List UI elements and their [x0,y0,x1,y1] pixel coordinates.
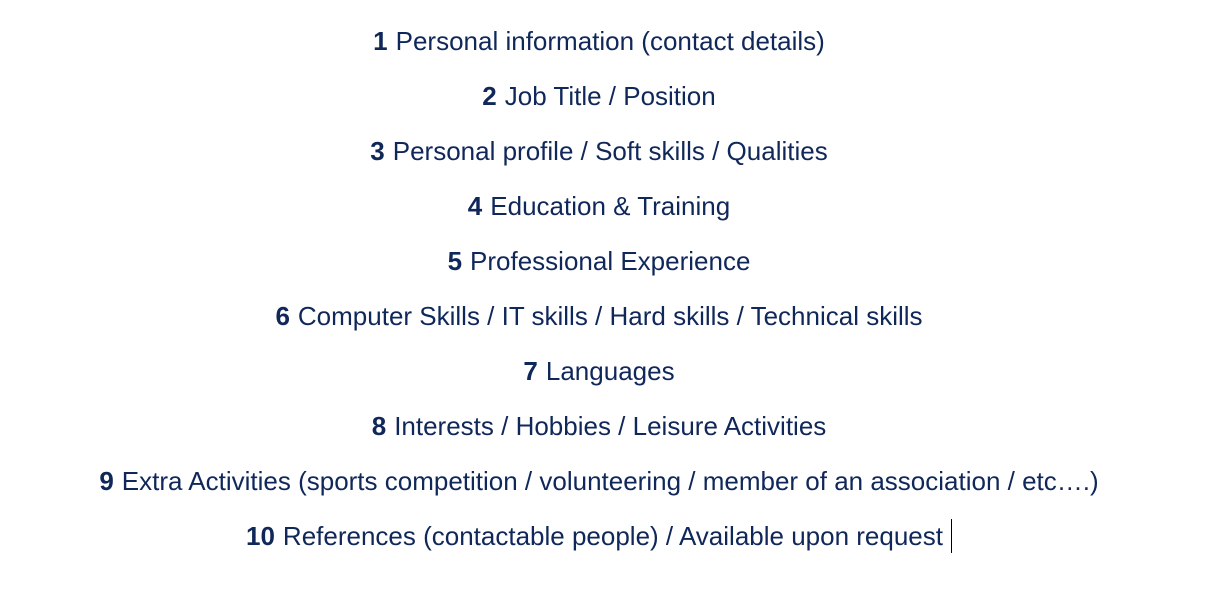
list-item[interactable]: 7 Languages [0,352,1198,407]
section-number: 5 [447,246,463,276]
list-item[interactable]: 2 Job Title / Position [0,77,1198,132]
list-item[interactable]: 9 Extra Activities (sports competition / … [0,462,1198,517]
section-text: Education & Training [490,191,731,221]
section-number: 1 [373,26,388,56]
text-cursor [951,519,952,553]
list-item[interactable]: 1 Personal information (contact details) [0,22,1198,77]
list-item[interactable]: 10 References (contactable people) / Avai… [0,517,1198,572]
section-text: References (contactable people) / Availa… [282,521,943,551]
section-text: Interests / Hobbies / Leisure Activities [394,411,827,441]
section-number: 9 [99,466,114,496]
list-item[interactable]: 6 Computer Skills / IT skills / Hard skil… [0,297,1198,352]
section-number: 6 [275,301,290,331]
section-number: 8 [371,411,387,441]
section-text: Computer Skills / IT skills / Hard skill… [297,301,923,331]
section-text: Personal profile / Soft skills / Qualiti… [392,136,828,166]
list-item[interactable]: 4 Education & Training [0,187,1198,242]
section-text: Professional Experience [470,246,751,276]
section-number: 10 [246,521,275,551]
section-number: 2 [482,81,497,111]
section-number: 7 [523,356,538,386]
section-text: Personal information (contact details) [395,26,825,56]
list-item[interactable]: 5 Professional Experience [0,242,1198,297]
section-number: 3 [370,136,385,166]
section-number: 4 [467,191,483,221]
section-text: Languages [545,356,675,386]
list-item[interactable]: 3 Personal profile / Soft skills / Qualit… [0,132,1198,187]
cv-sections-list: 1 Personal information (contact details) … [0,22,1198,572]
list-item[interactable]: 8 Interests / Hobbies / Leisure Activitie… [0,407,1198,462]
section-text: Extra Activities (sports competition / v… [121,466,1099,496]
section-text: Job Title / Position [504,81,716,111]
